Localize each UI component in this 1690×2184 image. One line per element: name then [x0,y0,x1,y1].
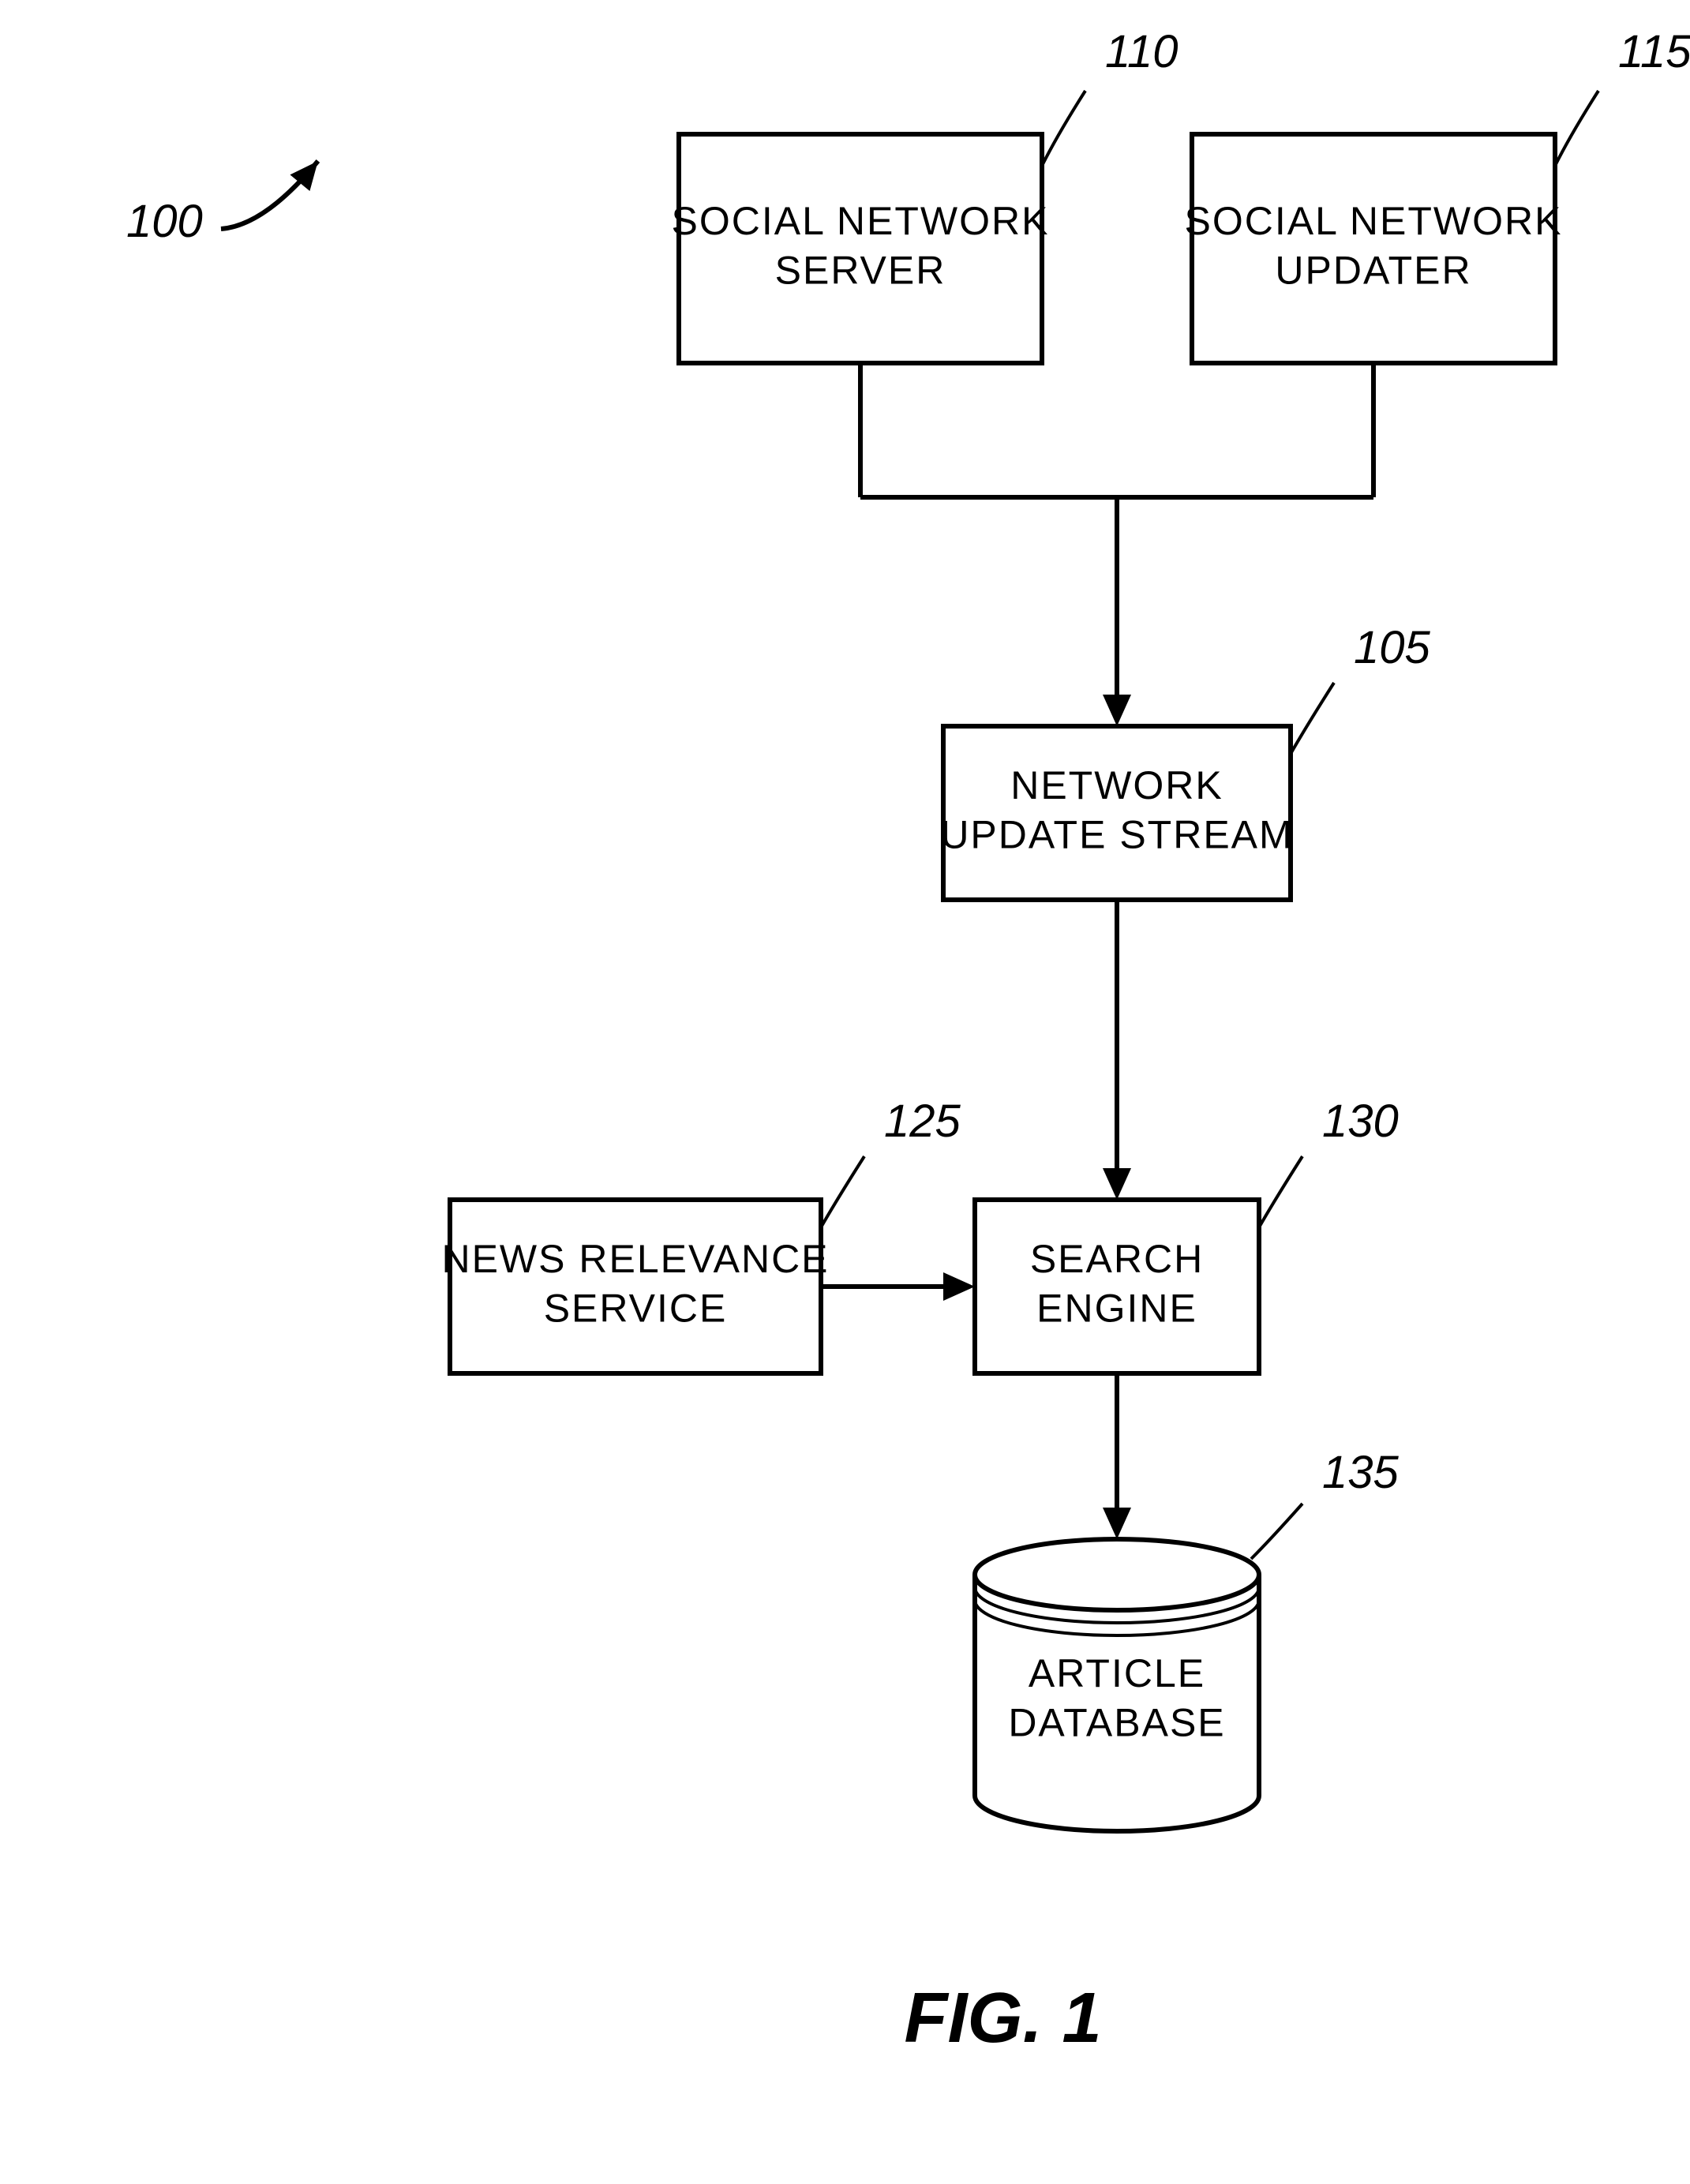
node-updater-line-0: SOCIAL NETWORK [1185,199,1563,243]
node-news-line-1: SERVICE [544,1286,728,1330]
edge-news-search [821,1272,975,1301]
ref-news: 125 [884,1096,961,1147]
figure-label: FIG. 1 [904,1979,1101,2058]
node-stream-line-1: UPDATE STREAM [940,812,1293,856]
diagram-canvas: SOCIAL NETWORK SERVER 110 SOCIAL NETWORK UPD… [0,0,1690,2184]
node-server-line-1: SERVER [775,248,946,292]
edge-stream-search [1103,900,1131,1200]
node-server-line-0: SOCIAL NETWORK [672,199,1050,243]
system-ref: 100 [126,161,318,247]
ref-server: 110 [1105,26,1178,77]
node-stream: NETWORK UPDATE STREAM 105 [940,622,1430,900]
ref-search: 130 [1322,1096,1399,1147]
ref-db: 135 [1322,1447,1400,1498]
node-news-line-0: NEWS RELEVANCE [441,1237,829,1281]
node-server: SOCIAL NETWORK SERVER 110 [672,26,1179,363]
node-search: SEARCH ENGINE 130 [975,1096,1399,1373]
node-updater-line-1: UPDATER [1275,248,1471,292]
node-db-line-1: DATABASE [1008,1700,1225,1744]
node-search-line-0: SEARCH [1030,1237,1204,1281]
node-stream-line-0: NETWORK [1010,763,1223,807]
edge-search-db [1103,1373,1131,1539]
ref-stream: 105 [1354,622,1431,673]
ref-updater: 115 [1618,26,1690,77]
node-updater: SOCIAL NETWORK UPDATER 115 [1185,26,1690,363]
edge-server-updater-stream [860,363,1373,726]
node-news: NEWS RELEVANCE SERVICE 125 [441,1096,961,1373]
system-ref-number: 100 [126,196,203,247]
node-search-line-1: ENGINE [1036,1286,1197,1330]
node-db-line-0: ARTICLE [1029,1651,1205,1695]
node-db: ARTICLE DATABASE 135 [975,1447,1400,1831]
